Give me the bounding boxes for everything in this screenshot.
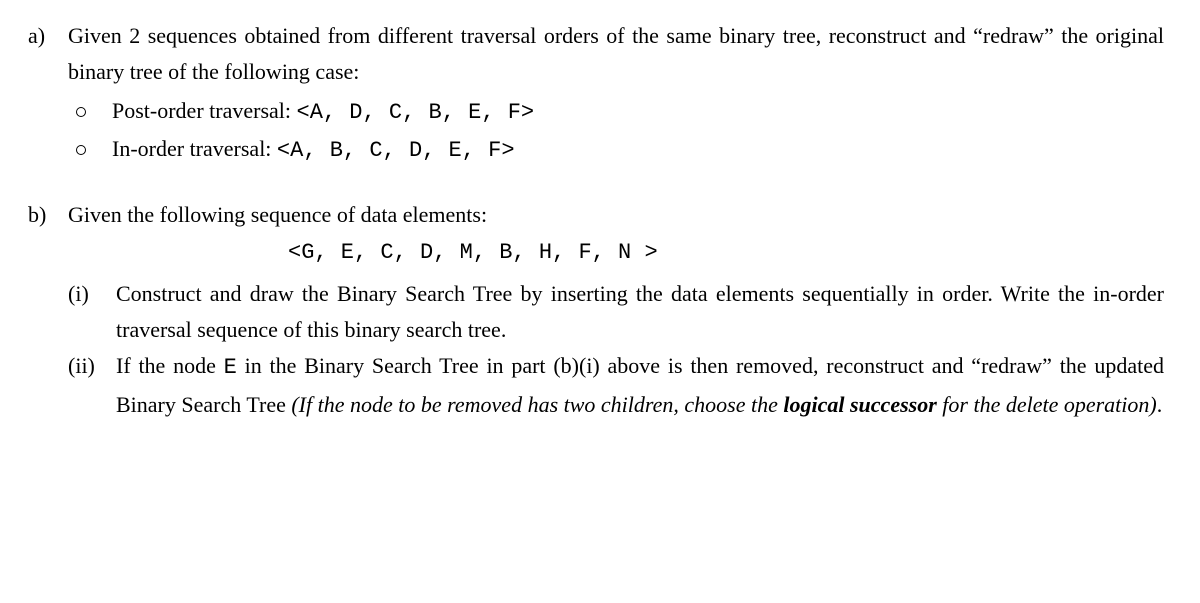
part-b: b) Given the following sequence of data …: [28, 197, 1164, 423]
part-b-sublist: (i) Construct and draw the Binary Search…: [68, 276, 1164, 423]
sub-i: (i) Construct and draw the Binary Search…: [68, 276, 1164, 349]
bullet-row: Post-order traversal: <A, D, C, B, E, F>: [68, 93, 1164, 131]
circle-icon: [76, 107, 86, 117]
bullet-text: Post-order traversal: <A, D, C, B, E, F>: [112, 93, 534, 131]
part-a-label: a): [28, 18, 68, 169]
part-b-body: Given the following sequence of data ele…: [68, 197, 1164, 423]
part-a-bullets: Post-order traversal: <A, D, C, B, E, F>…: [68, 93, 1164, 170]
sub-ii-italic-before: (If the node to be removed has two child…: [291, 392, 783, 417]
sub-ii-mono: E: [224, 355, 237, 380]
question-page: a) Given 2 sequences obtained from diffe…: [0, 0, 1200, 469]
sub-i-label: (i): [68, 276, 116, 349]
part-b-label: b): [28, 197, 68, 423]
sub-i-text: Construct and draw the Binary Search Tre…: [116, 276, 1164, 349]
sub-ii-label: (ii): [68, 348, 116, 423]
bullet-label: Post-order traversal:: [112, 98, 297, 123]
bullet-row: In-order traversal: <A, B, C, D, E, F>: [68, 131, 1164, 169]
sub-ii-before: If the node: [116, 353, 224, 378]
part-a: a) Given 2 sequences obtained from diffe…: [28, 18, 1164, 169]
sub-ii-text: If the node E in the Binary Search Tree …: [116, 348, 1164, 423]
circle-icon: [76, 145, 86, 155]
part-b-sequence: <G, E, C, D, M, B, H, F, N >: [68, 235, 1164, 271]
bullet-seq: <A, B, C, D, E, F>: [277, 138, 515, 163]
bullet-label: In-order traversal:: [112, 136, 277, 161]
sub-ii: (ii) If the node E in the Binary Search …: [68, 348, 1164, 423]
bullet-marker: [68, 107, 112, 117]
sub-ii-italic-after: for the delete operation): [937, 392, 1157, 417]
sub-ii-bold-italic: logical successor: [783, 392, 936, 417]
bullet-seq: <A, D, C, B, E, F>: [297, 100, 535, 125]
bullet-marker: [68, 145, 112, 155]
part-b-intro: Given the following sequence of data ele…: [68, 197, 1164, 233]
bullet-text: In-order traversal: <A, B, C, D, E, F>: [112, 131, 515, 169]
part-a-intro: Given 2 sequences obtained from differen…: [68, 18, 1164, 91]
part-a-body: Given 2 sequences obtained from differen…: [68, 18, 1164, 169]
sub-ii-tail: .: [1157, 392, 1163, 417]
